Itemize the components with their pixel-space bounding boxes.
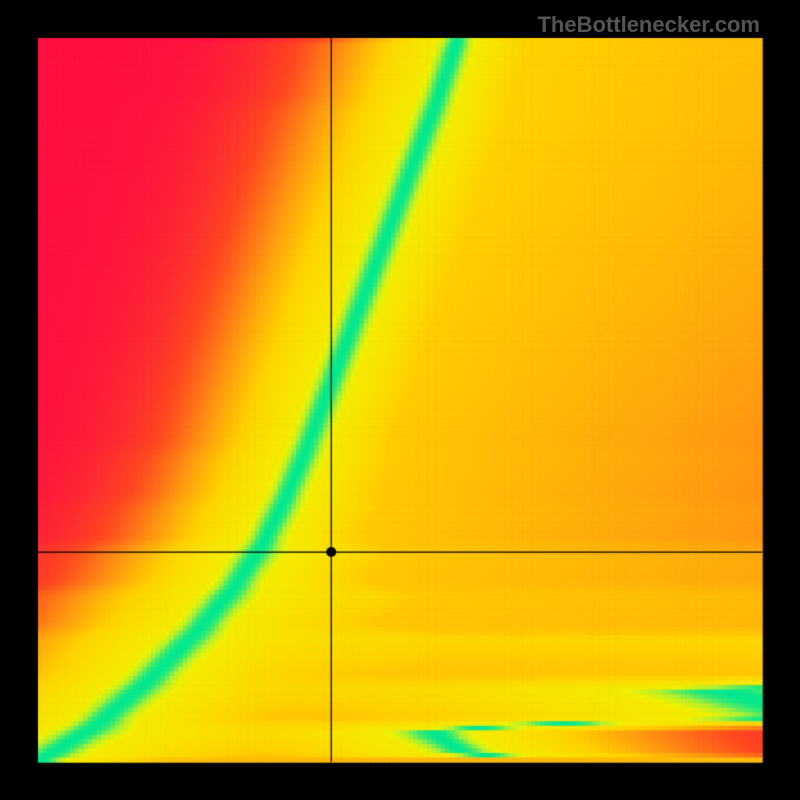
chart-container: TheBottlenecker.com: [0, 0, 800, 800]
bottleneck-heatmap: [0, 0, 800, 800]
